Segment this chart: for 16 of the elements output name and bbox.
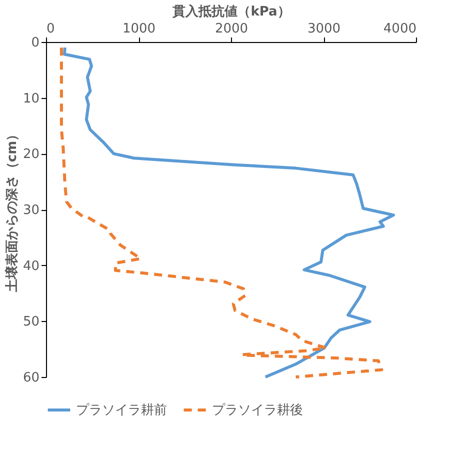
y-tick-label: 30 <box>22 203 40 218</box>
legend-label: プラソイラ耕前 <box>76 403 167 418</box>
x-tick-label: 0 <box>46 22 55 36</box>
x-axis-title: 貫入抵抗値（kPa） <box>172 4 290 20</box>
x-tick-label: 1000 <box>122 22 156 36</box>
x-tick-label: 2000 <box>214 22 248 36</box>
y-tick-label: 0 <box>31 36 40 50</box>
y-axis-title: 土壌表面からの深さ（cm） <box>4 128 20 294</box>
y-tick-label: 50 <box>22 314 40 330</box>
y-tick-label: 10 <box>22 91 40 106</box>
y-tick-label: 20 <box>22 147 40 162</box>
x-tick-label: 4000 <box>383 22 416 36</box>
y-tick-label: 40 <box>22 258 40 274</box>
x-tick-label: 3000 <box>307 22 341 36</box>
legend-label: プラソイラ耕後 <box>212 403 303 418</box>
y-tick-label: 60 <box>22 370 40 386</box>
